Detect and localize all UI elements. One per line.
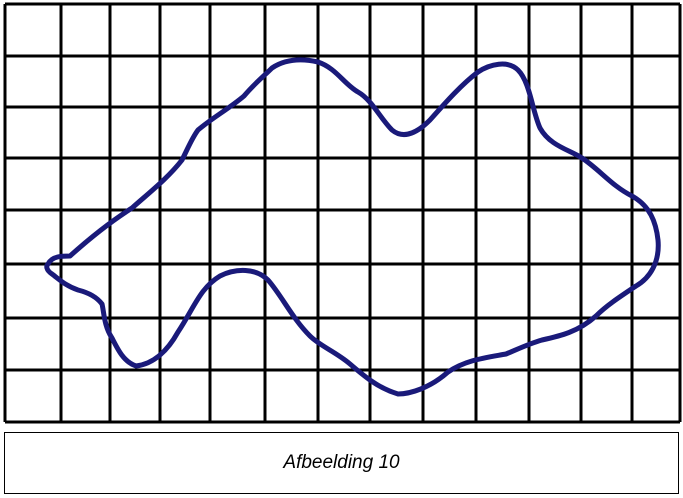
grid-figure <box>3 2 682 424</box>
grid-drawing <box>3 2 682 424</box>
irregular-shape-outline <box>44 57 661 397</box>
figure-caption: Afbeelding 10 <box>283 452 400 473</box>
caption-box: Afbeelding 10 <box>4 432 679 494</box>
